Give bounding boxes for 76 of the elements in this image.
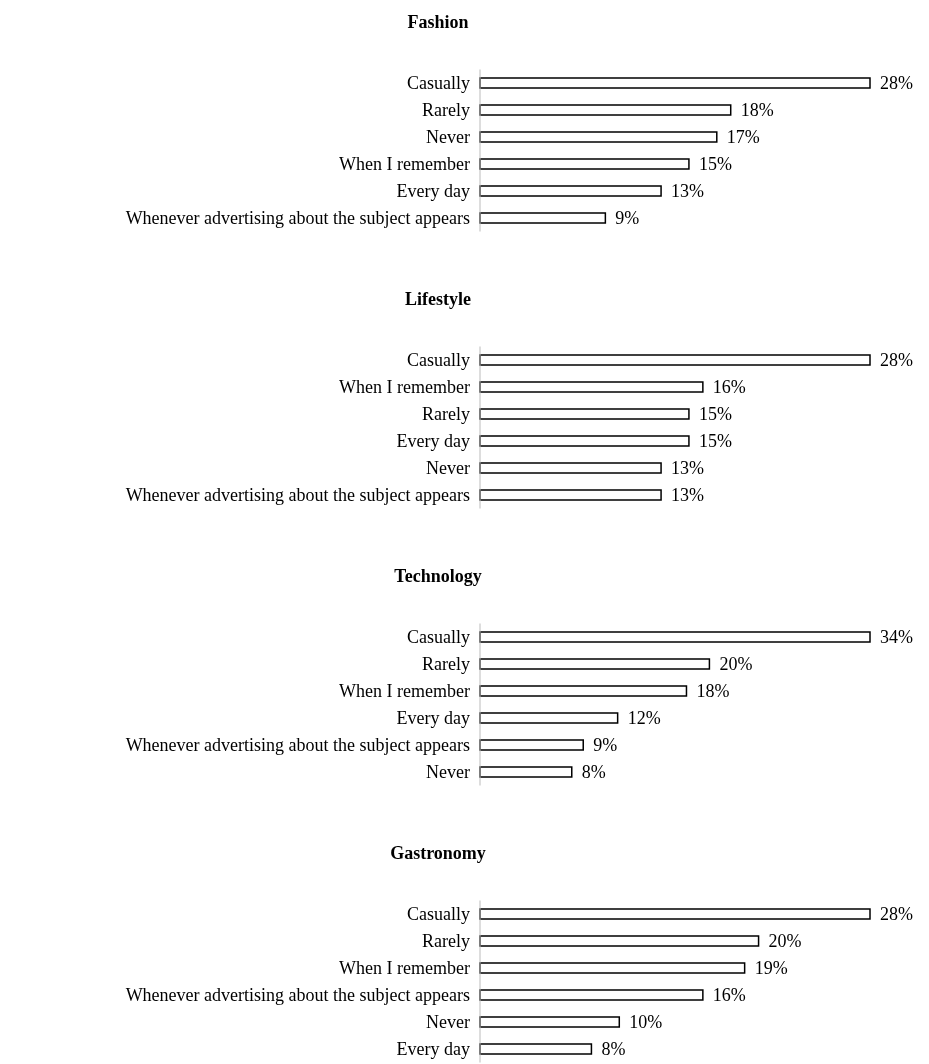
data-label: 8% (601, 1039, 626, 1060)
y-tick-label: Casually (407, 73, 470, 94)
data-label: 10% (629, 1012, 663, 1033)
chart-title: Lifestyle (405, 289, 471, 309)
y-tick-label: Never (426, 762, 470, 783)
y-tick-label: Every day (396, 1039, 470, 1060)
data-label: 9% (615, 208, 640, 229)
y-tick-label: Rarely (422, 404, 470, 425)
data-label: 19% (754, 958, 788, 979)
data-label: 12% (627, 708, 661, 729)
bar (479, 712, 619, 724)
y-tick-label: Whenever advertising about the subject appears (125, 735, 470, 756)
bar (479, 77, 871, 89)
data-label: 15% (698, 404, 732, 425)
data-label: 16% (712, 377, 746, 398)
y-tick-label: Every day (396, 181, 470, 202)
data-label: 28% (880, 350, 913, 371)
data-label: 17% (726, 127, 760, 148)
bar (479, 962, 746, 974)
y-tick-label: Whenever advertising about the subject appears (125, 485, 470, 506)
y-tick-label: Rarely (422, 100, 470, 121)
bar (479, 354, 871, 366)
y-tick-label: Casually (407, 627, 470, 648)
bar (479, 212, 607, 224)
bar (479, 381, 704, 393)
bar (479, 908, 871, 920)
data-label: 8% (581, 762, 606, 783)
y-tick-label: Whenever advertising about the subject appears (125, 208, 470, 229)
data-label: 28% (880, 904, 913, 925)
y-tick-label: Casually (407, 350, 470, 371)
bar (479, 766, 573, 778)
bar (479, 1016, 621, 1028)
data-label: 18% (740, 100, 774, 121)
y-tick-label: Every day (396, 431, 470, 452)
bar (479, 489, 662, 501)
data-label: 13% (671, 181, 705, 202)
bar (479, 935, 760, 947)
bar (479, 462, 662, 474)
chart-title: Technology (394, 566, 482, 586)
bar (479, 685, 688, 697)
bar (479, 658, 711, 670)
data-label: 15% (698, 154, 732, 175)
data-label: 20% (719, 654, 753, 675)
y-tick-label: Never (426, 1012, 470, 1033)
y-tick-label: Rarely (422, 931, 470, 952)
data-label: 28% (880, 73, 913, 94)
data-label: 9% (593, 735, 618, 756)
y-tick-label: Never (426, 127, 470, 148)
bar (479, 1043, 593, 1055)
bar (479, 989, 704, 1001)
data-label: 16% (712, 985, 746, 1006)
y-tick-label: When I remember (339, 154, 470, 175)
chart-title: Fashion (407, 12, 469, 32)
bar (479, 185, 662, 197)
y-tick-label: Casually (407, 904, 470, 925)
chart-title: Gastronomy (390, 843, 486, 863)
y-tick-label: Every day (396, 708, 470, 729)
bar (479, 631, 871, 643)
y-tick-label: When I remember (339, 377, 470, 398)
bar (479, 131, 718, 143)
data-label: 20% (768, 931, 802, 952)
data-label: 13% (671, 458, 705, 479)
bar (479, 739, 584, 751)
bar (479, 104, 732, 116)
y-tick-label: Whenever advertising about the subject appears (125, 985, 470, 1006)
y-tick-label: When I remember (339, 681, 470, 702)
y-tick-label: When I remember (339, 958, 470, 979)
bar (479, 158, 690, 170)
y-tick-label: Never (426, 458, 470, 479)
data-label: 15% (698, 431, 732, 452)
y-tick-label: Rarely (422, 654, 470, 675)
data-label: 18% (696, 681, 730, 702)
bar (479, 435, 690, 447)
bar (479, 408, 690, 420)
data-label: 34% (880, 627, 913, 648)
data-label: 13% (671, 485, 705, 506)
